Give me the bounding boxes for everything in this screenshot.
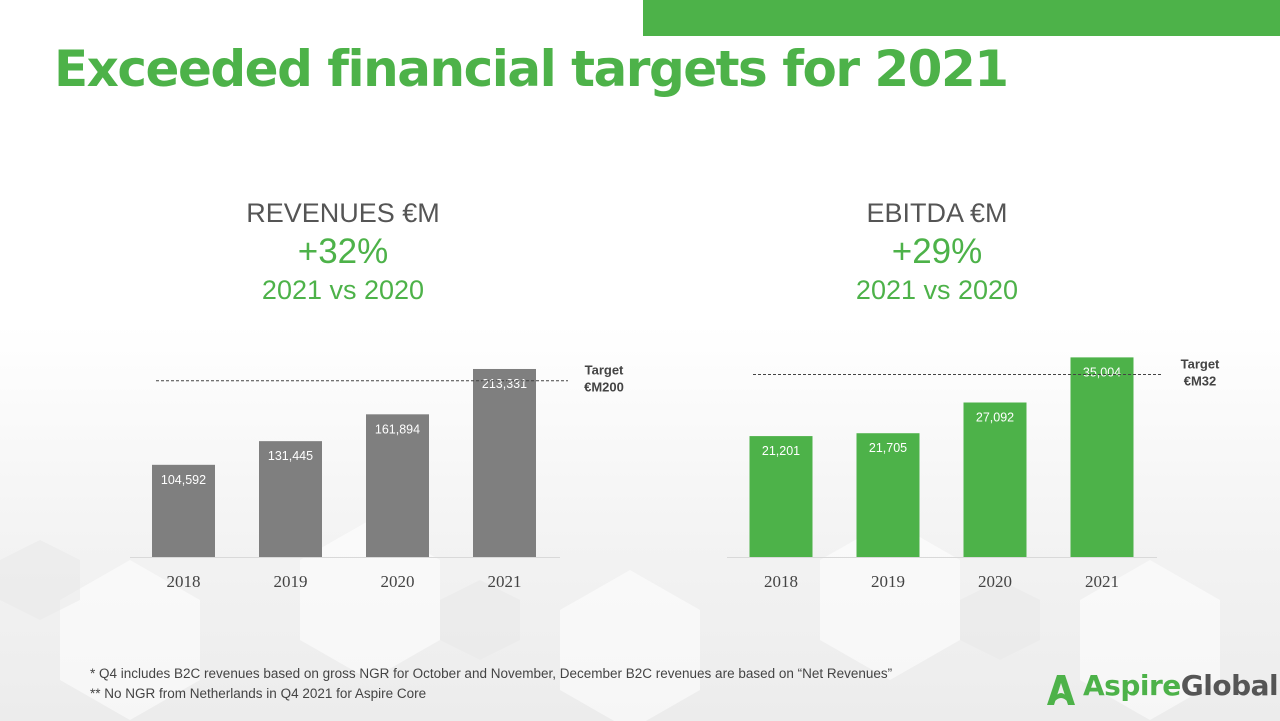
bar-2020 xyxy=(366,414,429,557)
logo-text-aspire: Aspire xyxy=(1083,669,1181,702)
revenues-comparison: 2021 vs 2020 xyxy=(261,275,425,305)
x-tick-label-2019: 2019 xyxy=(871,572,905,591)
x-tick-label-2018: 2018 xyxy=(167,572,201,591)
bar-2020 xyxy=(963,402,1027,557)
top-accent-bar xyxy=(643,0,1280,36)
x-tick-label-2021: 2021 xyxy=(1085,572,1119,591)
slide-title: Exceeded financial targets for 2021 xyxy=(54,40,1009,98)
target-label-line1: Target xyxy=(1181,357,1220,372)
ebitda-header: EBITDA €M +29% 2021 vs 2020 xyxy=(737,198,1137,306)
data-label-2018: 104,592 xyxy=(161,473,206,487)
aspire-global-logo: AspireGlobal xyxy=(1043,668,1279,710)
target-label-line1: Target xyxy=(585,363,624,378)
logo-text-global: Global xyxy=(1180,669,1279,702)
data-label-2020: 27,092 xyxy=(976,411,1014,425)
bar-2019 xyxy=(259,441,322,557)
target-label-line2: €M200 xyxy=(584,380,624,395)
x-tick-label-2019: 2019 xyxy=(274,572,308,591)
aspire-a-icon xyxy=(1047,675,1075,705)
bar-2021 xyxy=(1070,357,1134,557)
footnote-1: * Q4 includes B2C revenues based on gros… xyxy=(90,666,893,681)
ebitda-heading: EBITDA €M xyxy=(866,198,1008,228)
x-tick-label-2018: 2018 xyxy=(764,572,798,591)
x-tick-label-2020: 2020 xyxy=(978,572,1012,591)
data-label-2018: 21,201 xyxy=(762,444,800,458)
target-label-line2: €M32 xyxy=(1184,374,1217,389)
bar-2018 xyxy=(152,464,215,557)
data-label-2019: 131,445 xyxy=(268,449,313,463)
ebitda-comparison: 2021 vs 2020 xyxy=(855,275,1019,305)
revenues-heading: REVENUES €M xyxy=(246,198,440,228)
data-label-2019: 21,705 xyxy=(869,441,907,455)
footnotes: * Q4 includes B2C revenues based on gros… xyxy=(90,664,892,704)
revenues-header: REVENUES €M +32% 2021 vs 2020 xyxy=(143,198,543,306)
data-label-2021: 35,004 xyxy=(1083,365,1121,379)
footnote-2: ** No NGR from Netherlands in Q4 2021 fo… xyxy=(90,686,427,701)
ebitda-growth: +29% xyxy=(891,232,983,271)
bar-2021 xyxy=(473,368,536,557)
x-tick-label-2021: 2021 xyxy=(488,572,522,591)
bar-2019 xyxy=(856,433,920,557)
data-label-2020: 161,894 xyxy=(375,422,420,436)
x-tick-label-2020: 2020 xyxy=(381,572,415,591)
revenues-growth: +32% xyxy=(297,232,389,271)
bar-2018 xyxy=(749,436,813,557)
